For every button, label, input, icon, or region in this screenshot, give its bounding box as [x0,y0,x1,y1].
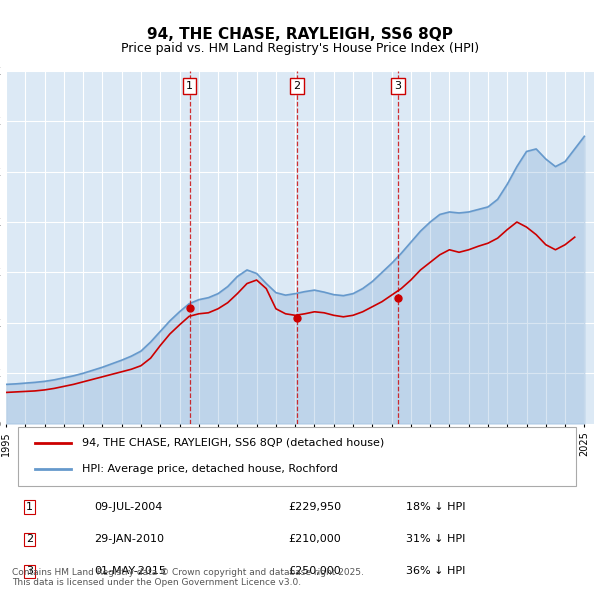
Text: 1: 1 [186,81,193,91]
Text: 3: 3 [394,81,401,91]
Text: 09-JUL-2004: 09-JUL-2004 [94,502,163,512]
Text: 94, THE CHASE, RAYLEIGH, SS6 8QP: 94, THE CHASE, RAYLEIGH, SS6 8QP [147,27,453,41]
Text: 2: 2 [293,81,300,91]
FancyBboxPatch shape [18,427,577,486]
Text: 18% ↓ HPI: 18% ↓ HPI [406,502,466,512]
Text: 36% ↓ HPI: 36% ↓ HPI [406,566,465,576]
Text: 3: 3 [26,566,33,576]
Text: 01-MAY-2015: 01-MAY-2015 [94,566,166,576]
Text: 29-JAN-2010: 29-JAN-2010 [94,534,164,544]
Text: HPI: Average price, detached house, Rochford: HPI: Average price, detached house, Roch… [82,464,338,474]
Text: Contains HM Land Registry data © Crown copyright and database right 2025.
This d: Contains HM Land Registry data © Crown c… [12,568,364,587]
Text: £229,950: £229,950 [288,502,341,512]
Text: 94, THE CHASE, RAYLEIGH, SS6 8QP (detached house): 94, THE CHASE, RAYLEIGH, SS6 8QP (detach… [82,438,385,448]
Text: £250,000: £250,000 [288,566,341,576]
Text: £210,000: £210,000 [288,534,341,544]
Text: Price paid vs. HM Land Registry's House Price Index (HPI): Price paid vs. HM Land Registry's House … [121,42,479,55]
Text: 31% ↓ HPI: 31% ↓ HPI [406,534,465,544]
Text: 1: 1 [26,502,33,512]
Text: 2: 2 [26,534,33,544]
